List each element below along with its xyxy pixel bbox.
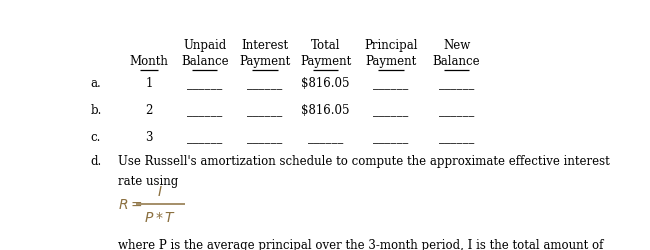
Text: Month: Month <box>130 55 169 68</box>
Text: where P is the average principal over the 3-month period, I is the total amount : where P is the average principal over th… <box>118 238 603 250</box>
Text: ______: ______ <box>439 77 474 90</box>
Text: a.: a. <box>90 77 101 90</box>
Text: Total: Total <box>311 39 341 52</box>
Text: c.: c. <box>90 130 101 143</box>
Text: Interest: Interest <box>242 39 289 52</box>
Text: ______: ______ <box>187 104 222 117</box>
Text: ______: ______ <box>187 130 222 143</box>
Text: 1: 1 <box>146 77 153 90</box>
Text: $P*T$: $P*T$ <box>144 210 176 224</box>
Text: ______: ______ <box>187 77 222 90</box>
Text: Payment: Payment <box>239 55 291 68</box>
Text: ______: ______ <box>374 130 409 143</box>
Text: b.: b. <box>90 104 101 117</box>
Text: Balance: Balance <box>181 55 229 68</box>
Text: $816.05: $816.05 <box>302 77 350 90</box>
Text: ______: ______ <box>248 77 283 90</box>
Text: Balance: Balance <box>433 55 480 68</box>
Text: Use Russell's amortization schedule to compute the approximate effective interes: Use Russell's amortization schedule to c… <box>118 154 609 167</box>
Text: ______: ______ <box>439 104 474 117</box>
Text: ______: ______ <box>248 130 283 143</box>
Text: Unpaid: Unpaid <box>183 39 226 52</box>
Text: $R=$: $R=$ <box>118 197 142 211</box>
Text: ______: ______ <box>439 130 474 143</box>
Text: ______: ______ <box>374 77 409 90</box>
Text: ______: ______ <box>308 130 343 143</box>
Text: $816.05: $816.05 <box>302 104 350 117</box>
Text: New: New <box>443 39 470 52</box>
Text: 2: 2 <box>146 104 153 117</box>
Text: Principal: Principal <box>364 39 418 52</box>
Text: Payment: Payment <box>365 55 417 68</box>
Text: ______: ______ <box>248 104 283 117</box>
Text: d.: d. <box>90 154 101 167</box>
Text: 3: 3 <box>146 130 153 143</box>
Text: ______: ______ <box>374 104 409 117</box>
Text: $I$: $I$ <box>157 185 163 199</box>
Text: rate using: rate using <box>118 174 177 187</box>
Text: Payment: Payment <box>300 55 351 68</box>
